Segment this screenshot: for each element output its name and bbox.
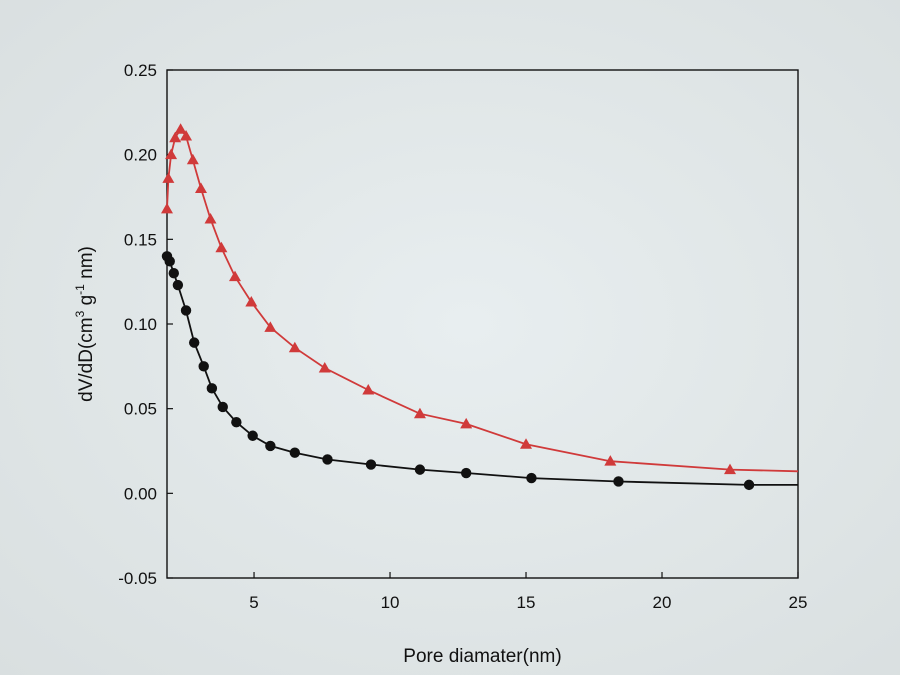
data-point <box>186 153 199 165</box>
data-point <box>264 321 277 332</box>
data-point <box>228 270 241 282</box>
series-line <box>166 127 799 473</box>
x-axis: 5 10 15 20 25 <box>249 572 807 612</box>
series-2 <box>161 251 798 491</box>
y-axis-title: dV/dD(cm3 g-1 nm) <box>73 246 97 402</box>
data-point <box>162 172 175 183</box>
x-tick-label: 15 <box>517 593 536 612</box>
data-point <box>231 417 242 428</box>
data-point <box>217 401 228 413</box>
data-point <box>165 148 178 160</box>
y-axis: -0.05 0.00 0.05 0.10 0.15 0.20 0.25 <box>118 61 173 588</box>
data-point <box>164 256 175 267</box>
plot-area <box>166 69 799 579</box>
series-layer <box>161 123 799 491</box>
data-point <box>247 430 258 441</box>
y-tick-label: 0.25 <box>124 61 157 80</box>
data-point <box>460 467 472 479</box>
y-tick-label: -0.05 <box>118 569 157 588</box>
y-axis-title-sup1: 3 <box>73 310 87 317</box>
plot-frame <box>166 69 799 579</box>
y-axis-title-prefix: dV/dD(cm <box>76 317 97 401</box>
data-point <box>180 305 192 316</box>
data-point <box>322 454 333 465</box>
data-point <box>169 131 182 143</box>
y-tick-label: 0.05 <box>124 400 157 419</box>
y-axis-title-sup2: -1 <box>73 284 87 295</box>
data-point <box>520 438 533 449</box>
y-tick-label: 0.10 <box>124 315 157 334</box>
data-point <box>362 384 375 395</box>
data-point <box>414 464 426 475</box>
y-tick-label: 0.20 <box>124 146 157 165</box>
data-point <box>460 417 473 429</box>
data-point <box>724 463 737 475</box>
series-1 <box>161 123 799 475</box>
data-point <box>180 130 193 141</box>
data-point <box>365 459 377 470</box>
data-point <box>194 182 207 194</box>
y-axis-title-middle: g <box>76 295 97 311</box>
series-line <box>166 255 798 486</box>
data-point <box>206 383 218 394</box>
data-point <box>198 361 209 372</box>
data-point <box>289 447 301 458</box>
data-point <box>265 440 276 452</box>
x-tick-label: 10 <box>381 593 400 612</box>
data-point <box>743 479 755 491</box>
data-point <box>318 362 331 373</box>
y-tick-label: 0.15 <box>124 230 157 249</box>
x-tick-label: 5 <box>249 593 258 612</box>
x-tick-label: 20 <box>653 593 672 612</box>
y-axis-title-suffix: nm) <box>76 246 97 284</box>
data-point <box>204 213 217 224</box>
data-point <box>288 341 301 353</box>
data-point <box>526 472 537 484</box>
data-point <box>188 337 200 348</box>
x-axis-title: Pore diamater(nm) <box>403 646 561 667</box>
data-point <box>613 476 624 487</box>
data-point <box>161 202 173 214</box>
data-point <box>413 407 426 419</box>
data-point <box>174 123 187 134</box>
data-point <box>215 241 228 253</box>
x-tick-label: 25 <box>789 593 808 612</box>
y-tick-label: 0.00 <box>124 484 157 503</box>
data-point <box>172 279 184 291</box>
data-point <box>168 268 179 279</box>
data-point <box>604 455 617 466</box>
data-point <box>245 295 258 307</box>
